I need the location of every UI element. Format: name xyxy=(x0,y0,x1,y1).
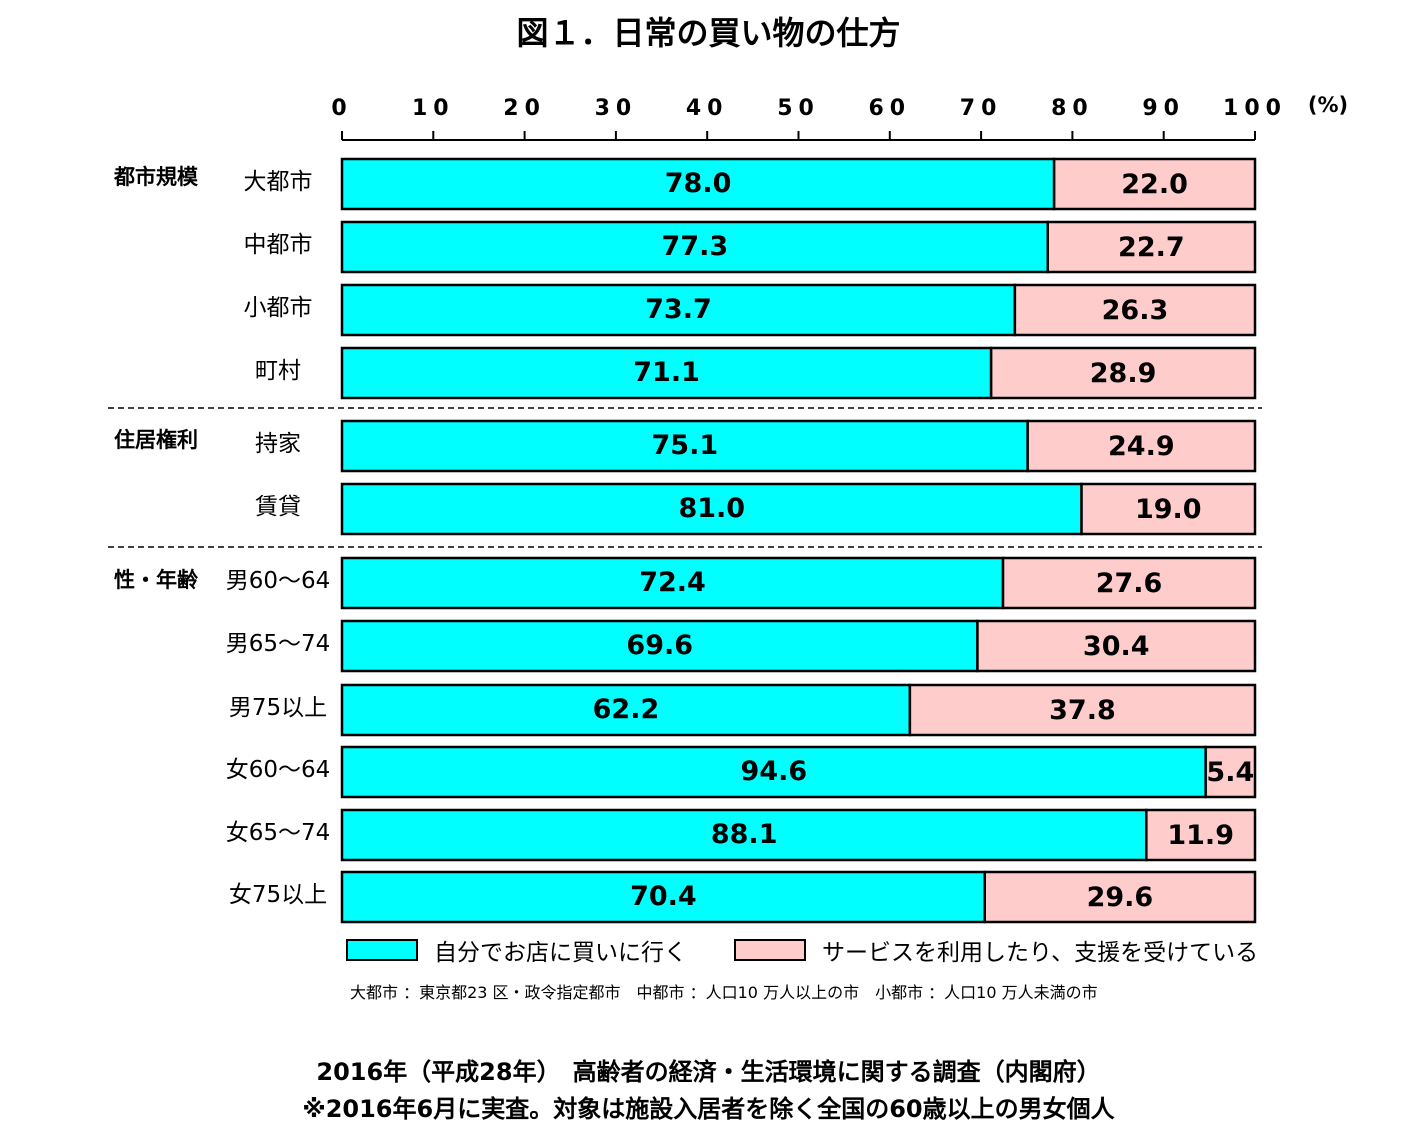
bar-service xyxy=(989,346,1257,400)
data-label-service: 29.6 xyxy=(1087,882,1154,913)
bar-self xyxy=(340,556,1005,610)
bar-self xyxy=(340,619,979,673)
category-label: 女65～74 xyxy=(226,820,331,846)
bar-self xyxy=(340,870,987,924)
group-label: 性・年齢 xyxy=(114,568,199,592)
data-label-self: 73.7 xyxy=(645,294,712,325)
bar-service xyxy=(908,683,1257,737)
legend-label-service: サービスを利用したり、支援を受けている xyxy=(822,940,1259,966)
data-label-service: 22.0 xyxy=(1121,169,1188,200)
data-label-self: 75.1 xyxy=(652,430,719,461)
bar-self xyxy=(340,745,1207,799)
category-label: 賃貸 xyxy=(255,494,301,520)
data-label-self: 72.4 xyxy=(639,567,706,598)
bar-service xyxy=(1145,808,1257,862)
x-tick-label: 20 xyxy=(503,96,546,121)
bar-service xyxy=(1052,157,1257,211)
legend-item-service: サービスを利用したり、支援を受けている xyxy=(734,934,1258,966)
data-label-service: 24.9 xyxy=(1108,431,1175,462)
x-tick-label: 0 xyxy=(331,96,352,121)
bar-self xyxy=(340,283,1017,337)
category-label: 中都市 xyxy=(244,232,313,258)
x-unit-label: (%) xyxy=(1308,93,1348,117)
bar-service xyxy=(1080,482,1257,536)
data-label-service: 11.9 xyxy=(1167,820,1234,851)
data-label-self: 77.3 xyxy=(662,231,729,262)
data-label-self: 88.1 xyxy=(711,819,778,850)
category-label: 男75以上 xyxy=(229,695,327,721)
data-label-service: 5.4 xyxy=(1206,757,1254,788)
data-label-service: 27.6 xyxy=(1096,568,1163,599)
city-size-note: 大都市 ：東京都23 区・政令指定都市 中都市 ：人口10 万人以上の市 小都市… xyxy=(350,983,1098,1002)
data-label-service: 28.9 xyxy=(1090,358,1157,389)
data-label-self: 71.1 xyxy=(633,357,700,388)
bar-self xyxy=(340,157,1056,211)
x-tick-label: 70 xyxy=(960,96,1003,121)
bar-self xyxy=(340,220,1049,274)
x-tick-label: 30 xyxy=(595,96,638,121)
legend-label-self: 自分でお店に買いに行く xyxy=(434,940,687,966)
category-label: 男60～64 xyxy=(226,568,331,594)
bar-service xyxy=(1013,283,1257,337)
data-label-self: 70.4 xyxy=(630,881,697,912)
data-label-self: 62.2 xyxy=(593,694,660,725)
legend-swatch-self xyxy=(346,939,418,961)
x-tick-label: 10 xyxy=(412,96,455,121)
x-tick-label: 50 xyxy=(777,96,820,121)
bar-service xyxy=(983,870,1257,924)
x-tick-label: 80 xyxy=(1051,96,1094,121)
bar-service xyxy=(1001,556,1257,610)
x-tick-label: 90 xyxy=(1142,96,1185,121)
data-label-service: 37.8 xyxy=(1049,695,1116,726)
legend-swatch-service xyxy=(734,939,806,961)
bar-service xyxy=(1026,419,1257,473)
chart-title: 図１．日常の買い物の仕方 xyxy=(516,14,901,52)
group-label: 都市規模 xyxy=(113,165,199,189)
data-label-service: 30.4 xyxy=(1083,631,1150,662)
data-label-self: 69.6 xyxy=(626,630,693,661)
data-label-service: 26.3 xyxy=(1102,295,1169,326)
category-label: 大都市 xyxy=(244,169,313,195)
bar-service xyxy=(976,619,1257,673)
data-label-service: 19.0 xyxy=(1135,494,1202,525)
data-label-service: 22.7 xyxy=(1118,232,1185,263)
source-line-2: ※2016年6月に実査。対象は施設入居者を除く全国の60歳以上の男女個人 xyxy=(302,1095,1115,1123)
bar-self xyxy=(340,683,912,737)
bar-self xyxy=(340,808,1148,862)
data-label-self: 94.6 xyxy=(741,756,808,787)
category-label: 女60～64 xyxy=(226,757,331,783)
source-line-1: 2016年（平成28年） 高齢者の経済・生活環境に関する調査（内閣府） xyxy=(316,1058,1101,1086)
category-label: 小都市 xyxy=(244,295,313,321)
x-tick-label: 100 xyxy=(1223,96,1287,121)
category-label: 持家 xyxy=(255,431,301,457)
category-label: 女75以上 xyxy=(229,882,327,908)
data-label-self: 78.0 xyxy=(665,168,732,199)
bar-self xyxy=(340,419,1029,473)
bar-service xyxy=(1046,220,1257,274)
x-tick-label: 60 xyxy=(868,96,911,121)
legend-item-self: 自分でお店に買いに行く xyxy=(346,934,687,966)
bar-service xyxy=(1204,745,1257,799)
group-label: 住居権利 xyxy=(114,428,198,452)
data-label-self: 81.0 xyxy=(678,493,745,524)
category-label: 男65～74 xyxy=(226,631,331,657)
x-tick-label: 40 xyxy=(686,96,729,121)
category-label: 町村 xyxy=(255,358,301,384)
